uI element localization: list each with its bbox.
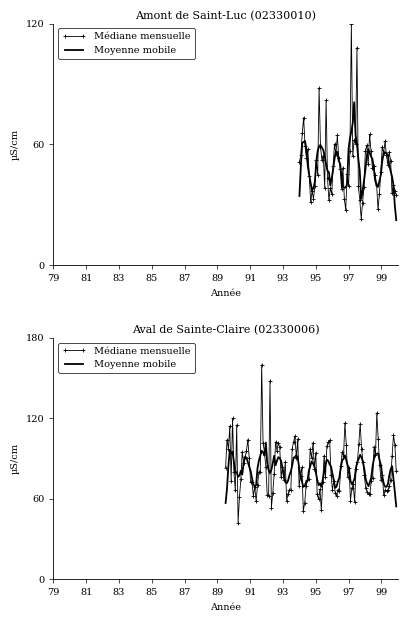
Moyenne mobile bbox=[352, 98, 357, 106]
Moyenne mobile bbox=[380, 158, 385, 165]
Y-axis label: µS/cm: µS/cm bbox=[11, 129, 20, 160]
Moyenne mobile bbox=[263, 439, 268, 446]
Moyenne mobile bbox=[297, 193, 302, 200]
Legend: Médiane mensuelle, Moyenne mobile: Médiane mensuelle, Moyenne mobile bbox=[58, 29, 195, 59]
X-axis label: Année: Année bbox=[210, 288, 241, 298]
Title: Aval de Sainte-Claire (02330006): Aval de Sainte-Claire (02330006) bbox=[132, 325, 319, 336]
Moyenne mobile bbox=[350, 119, 355, 126]
Médiane mensuelle bbox=[259, 361, 264, 368]
Moyenne mobile bbox=[319, 144, 324, 151]
Line: Médiane mensuelle: Médiane mensuelle bbox=[224, 363, 398, 525]
Moyenne mobile bbox=[223, 499, 228, 506]
Médiane mensuelle bbox=[394, 191, 399, 199]
Moyenne mobile bbox=[225, 485, 229, 493]
X-axis label: Année: Année bbox=[210, 603, 241, 612]
Moyenne mobile bbox=[274, 457, 279, 465]
Médiane mensuelle bbox=[394, 467, 399, 475]
Médiane mensuelle bbox=[319, 156, 324, 164]
Médiane mensuelle bbox=[326, 197, 331, 204]
Médiane mensuelle bbox=[338, 165, 343, 173]
Legend: Médiane mensuelle, Moyenne mobile: Médiane mensuelle, Moyenne mobile bbox=[58, 343, 195, 373]
Médiane mensuelle bbox=[276, 439, 281, 447]
Médiane mensuelle bbox=[225, 436, 229, 444]
Line: Moyenne mobile: Moyenne mobile bbox=[299, 102, 396, 220]
Moyenne mobile bbox=[299, 477, 304, 485]
Médiane mensuelle bbox=[297, 158, 302, 166]
Moyenne mobile bbox=[234, 468, 239, 476]
Médiane mensuelle bbox=[359, 215, 364, 222]
Médiane mensuelle bbox=[234, 421, 239, 429]
Moyenne mobile bbox=[381, 150, 386, 157]
Médiane mensuelle bbox=[223, 464, 228, 472]
Médiane mensuelle bbox=[382, 138, 387, 145]
Y-axis label: µS/cm: µS/cm bbox=[11, 443, 20, 474]
Moyenne mobile bbox=[310, 187, 315, 194]
Title: Amont de Saint-Luc (02330010): Amont de Saint-Luc (02330010) bbox=[135, 11, 316, 21]
Médiane mensuelle bbox=[256, 468, 261, 475]
Line: Moyenne mobile: Moyenne mobile bbox=[226, 442, 396, 506]
Line: Médiane mensuelle: Médiane mensuelle bbox=[297, 22, 398, 221]
Médiane mensuelle bbox=[310, 188, 315, 195]
Médiane mensuelle bbox=[301, 507, 306, 515]
Moyenne mobile bbox=[394, 503, 399, 510]
Moyenne mobile bbox=[323, 461, 328, 468]
Médiane mensuelle bbox=[236, 519, 240, 526]
Moyenne mobile bbox=[326, 168, 331, 176]
Médiane mensuelle bbox=[349, 20, 354, 27]
Moyenne mobile bbox=[255, 465, 260, 472]
Moyenne mobile bbox=[394, 216, 399, 224]
Médiane mensuelle bbox=[324, 442, 329, 450]
Médiane mensuelle bbox=[352, 136, 357, 143]
